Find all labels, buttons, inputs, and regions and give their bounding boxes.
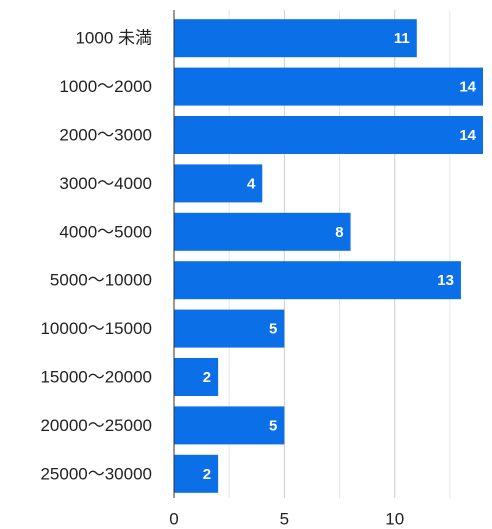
bar: [174, 212, 351, 251]
y-tick-label: 10000〜15000: [40, 319, 152, 338]
y-tick-label: 4000〜5000: [59, 222, 152, 241]
y-tick-label: 3000〜4000: [59, 174, 152, 193]
bar: [174, 261, 461, 300]
y-tick-label: 25000〜30000: [40, 464, 152, 483]
value-label: 4: [247, 175, 256, 192]
value-label: 8: [335, 224, 343, 241]
value-label: 13: [437, 272, 454, 289]
value-label: 14: [459, 127, 476, 144]
y-tick-label: 1000 未満: [75, 29, 152, 48]
bar: [174, 406, 285, 445]
y-tick-label: 5000〜10000: [50, 271, 152, 290]
value-label: 11: [394, 30, 410, 47]
y-tick-label: 15000〜20000: [40, 367, 152, 386]
value-label: 5: [269, 321, 277, 338]
bar: [174, 19, 417, 58]
y-tick-label: 1000〜2000: [59, 77, 152, 96]
bar: [174, 309, 285, 348]
y-tick-label: 2000〜3000: [59, 125, 152, 144]
x-tick-label: 10: [385, 509, 404, 528]
bar: [174, 454, 219, 493]
bar: [174, 116, 483, 154]
x-tick-label: 0: [169, 509, 178, 528]
bar: [174, 67, 483, 106]
value-label: 2: [203, 369, 211, 386]
value-label: 2: [203, 466, 211, 483]
bar: [174, 358, 219, 396]
value-label: 14: [459, 79, 476, 96]
bar: [174, 164, 263, 203]
value-label: 5: [269, 417, 277, 434]
x-tick-label: 5: [280, 509, 289, 528]
y-tick-label: 20000〜25000: [40, 416, 152, 435]
